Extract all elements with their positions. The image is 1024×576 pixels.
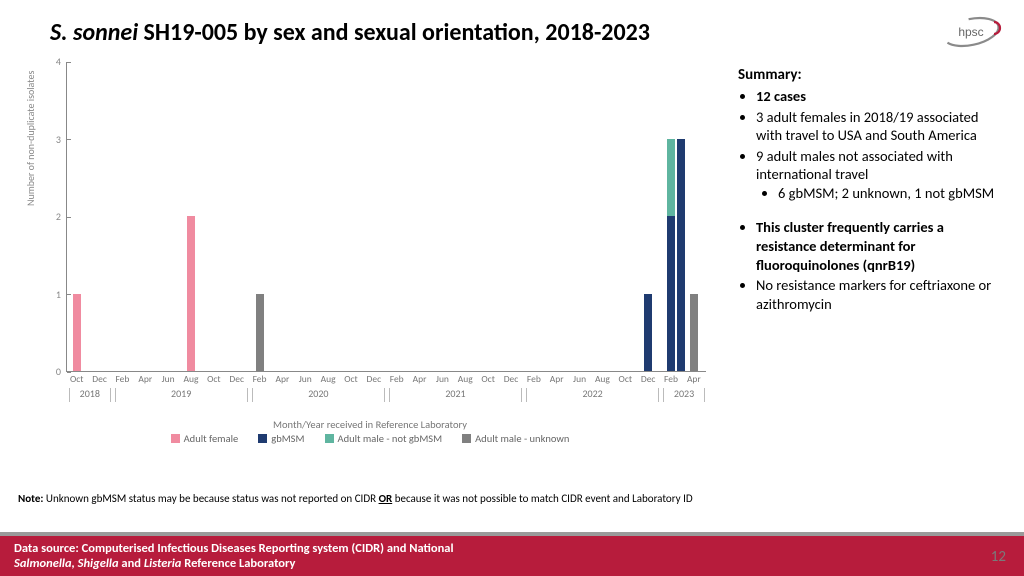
page-number: 12 [991,548,1006,566]
x-tick: Aug [184,371,199,385]
x-tick: Feb [390,371,404,385]
year-label: 2022 [526,388,659,402]
summary-heading: Summary: [738,66,998,85]
x-tick: Feb [664,371,678,385]
bar-segment-gbmsm [644,294,652,372]
bar [690,294,698,372]
bar [256,294,264,372]
x-tick: Dec [229,371,244,385]
x-tick: Oct [344,371,358,385]
y-tick: 1 [47,288,67,301]
summary-list-2: This cluster frequently carries a resist… [738,218,998,313]
x-tick: Oct [207,371,221,385]
bar-segment-male_unknown [690,294,698,372]
x-tick: Apr [138,371,152,385]
slide: S. sonnei SH19-005 by sex and sexual ori… [0,0,1024,576]
x-tick: Jun [162,371,175,385]
x-tick: Aug [458,371,473,385]
x-tick: Jun [436,371,449,385]
x-tick: Dec [367,371,382,385]
legend-swatch [258,434,267,443]
bar [667,139,675,372]
x-tick: Feb [527,371,541,385]
x-tick: Aug [321,371,336,385]
hpsc-logo: hpsc [936,12,1006,52]
legend-item: Adult male - not gbMSM [325,432,443,445]
x-tick: Apr [413,371,427,385]
x-tick: Oct [619,371,633,385]
summary-item: 12 cases [756,87,998,106]
x-tick: Dec [92,371,107,385]
x-tick: Jun [573,371,586,385]
bar [644,294,652,372]
bar-segment-gbmsm [667,216,675,371]
note-label: Note: [18,492,46,505]
x-tick: Oct [70,371,84,385]
title-species: S. sonnei [50,18,138,47]
x-tick: Jun [299,371,312,385]
summary-item: 9 adult males not associated with intern… [756,147,998,203]
footnote: Note: Unknown gbMSM status may be becaus… [18,492,698,505]
title-rest: SH19-005 by sex and sexual orientation, … [138,18,650,47]
summary-item: 3 adult females in 2018/19 associated wi… [756,108,998,145]
year-label: 2023 [663,388,705,402]
year-label: 2020 [252,388,385,402]
bar-segment-gbmsm [677,139,685,372]
legend-swatch [325,434,334,443]
bar [73,294,81,372]
y-axis-label: Number of non-duplicate isolates [24,71,37,206]
bar-chart: Number of non-duplicate isolates 01234Oc… [20,56,720,456]
bar-segment-adult_female [73,294,81,372]
plot-area: 01234OctDecFebAprJunAugOctDecFebAprJunAu… [66,62,706,372]
legend-item: Adult female [171,432,239,445]
legend-swatch [462,434,471,443]
x-tick: Dec [641,371,656,385]
x-tick: Dec [504,371,519,385]
x-tick: Oct [481,371,495,385]
legend-item: gbMSM [258,432,304,445]
summary-subitem: 6 gbMSM; 2 unknown, 1 not gbMSM [778,184,998,203]
x-tick: Apr [550,371,564,385]
y-tick: 2 [47,210,67,223]
summary-item: No resistance markers for ceftriaxone or… [756,276,998,313]
summary-item: This cluster frequently carries a resist… [756,218,998,274]
legend-item: Adult male - unknown [462,432,569,445]
note-text: Unknown gbMSM status may be because stat… [46,492,693,505]
year-label: 2018 [69,388,111,402]
logo-text: hpsc [958,25,983,39]
bar [187,216,195,371]
page-title: S. sonnei SH19-005 by sex and sexual ori… [50,18,650,47]
bar-segment-male_unknown [256,294,264,372]
legend-swatch [171,434,180,443]
y-tick: 3 [47,133,67,146]
bar-segment-male_not_gbmsm [667,139,675,217]
y-tick: 0 [47,365,67,378]
x-tick: Feb [115,371,129,385]
x-tick: Feb [253,371,267,385]
bar [677,139,685,372]
summary-list-1: 12 cases 3 adult females in 2018/19 assoc… [738,87,998,202]
y-tick: 4 [47,55,67,68]
year-label: 2021 [389,388,522,402]
x-tick: Apr [687,371,701,385]
x-tick: Apr [276,371,290,385]
legend: Adult female gbMSM Adult male - not gbMSM A… [20,432,720,445]
data-source: Data source: Computerised Infectious Dis… [14,541,454,572]
footer: Data source: Computerised Infectious Dis… [0,532,1024,576]
x-tick: Aug [595,371,610,385]
year-label: 2019 [115,388,248,402]
x-axis-label: Month/Year received in Reference Laborat… [20,418,720,431]
bar-segment-adult_female [187,216,195,371]
summary-panel: Summary: 12 cases 3 adult females in 2018… [738,66,998,315]
